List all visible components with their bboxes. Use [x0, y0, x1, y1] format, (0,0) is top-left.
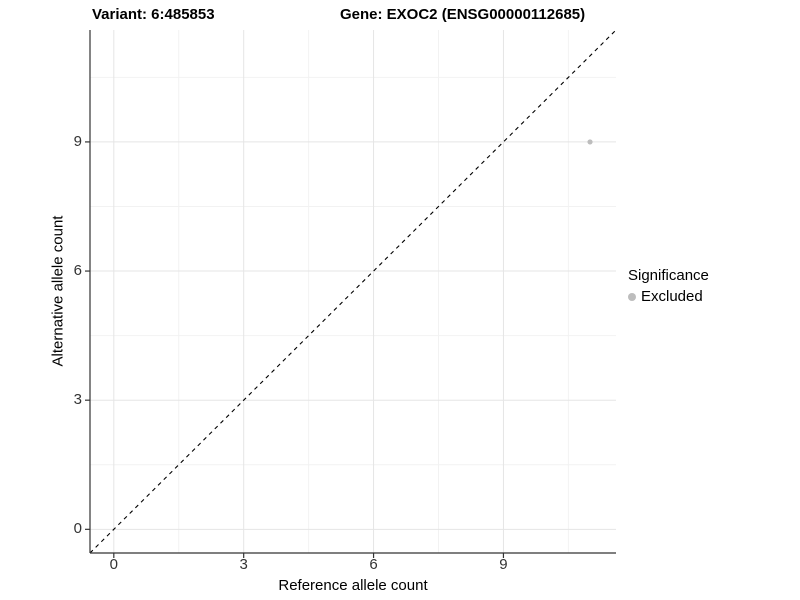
legend: Significance Excluded: [628, 267, 709, 305]
y-tick-label: 3: [73, 391, 82, 409]
gene-title: Gene: EXOC2 (ENSG00000112685): [340, 6, 586, 23]
x-tick-label: 3: [239, 556, 248, 573]
legend-title: Significance: [628, 267, 709, 284]
legend-item-excluded: Excluded: [628, 288, 709, 305]
legend-key-dot: [628, 292, 636, 301]
identity-line: [89, 29, 617, 554]
x-tick-label: 0: [109, 556, 118, 573]
data-point: [587, 139, 593, 145]
variant-title: Variant: 6:485853: [92, 6, 215, 23]
x-tick-label: 9: [499, 556, 508, 573]
x-tick-label: 6: [369, 556, 378, 573]
x-axis-title: Reference allele count: [278, 577, 428, 594]
y-tick-label: 9: [73, 132, 82, 150]
y-tick-label: 0: [73, 520, 82, 538]
y-tick-label: 6: [73, 262, 82, 280]
legend-item-label: Excluded: [641, 288, 703, 305]
y-axis-title: Alternative allele count: [49, 215, 67, 367]
